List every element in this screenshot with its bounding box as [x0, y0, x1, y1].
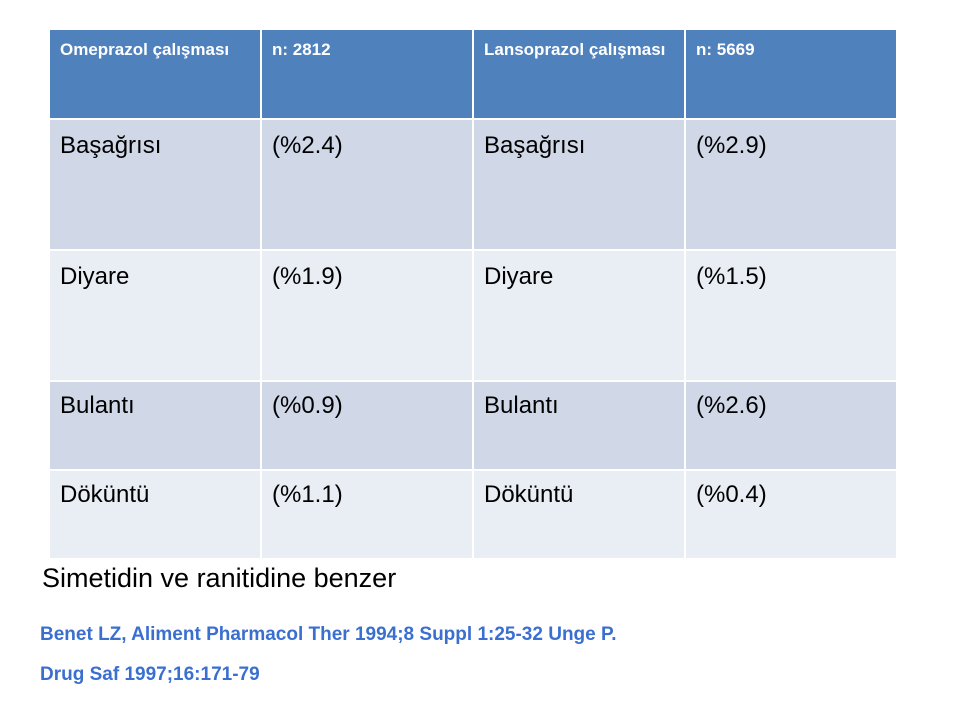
cell: (%1.9)	[260, 249, 474, 382]
cell: Bulantı	[472, 380, 686, 471]
cell: (%2.6)	[684, 380, 898, 471]
header-row: Omeprazol çalışması n: 2812 Lansoprazol …	[48, 28, 898, 120]
row: Diyare (%1.9) Diyare (%1.5)	[48, 249, 898, 382]
cell: (%1.1)	[260, 469, 474, 560]
header-cell: Lansoprazol çalışması	[472, 28, 686, 120]
row: Bulantı (%0.9) Bulantı (%2.6)	[48, 380, 898, 471]
header-cell: n: 2812	[260, 28, 474, 120]
header-cell: n: 5669	[684, 28, 898, 120]
cell: (%0.4)	[684, 469, 898, 560]
cell: Başağrısı	[48, 118, 262, 251]
cell: (%1.5)	[684, 249, 898, 382]
results-table: Omeprazol çalışması n: 2812 Lansoprazol …	[48, 28, 898, 560]
cell: Diyare	[472, 249, 686, 382]
cell: Döküntü	[48, 469, 262, 560]
note: Simetidin ve ranitidine benzer	[42, 563, 397, 593]
reference: Drug Saf 1997;16:171-79	[40, 664, 260, 685]
header-cell: Omeprazol çalışması	[48, 28, 262, 120]
cell: (%0.9)	[260, 380, 474, 471]
reference: Benet LZ, Aliment Pharmacol Ther 1994;8 …	[40, 624, 617, 645]
cell: Bulantı	[48, 380, 262, 471]
row: Döküntü (%1.1) Döküntü (%0.4)	[48, 469, 898, 560]
cell: Diyare	[48, 249, 262, 382]
cell: (%2.4)	[260, 118, 474, 251]
cell: Başağrısı	[472, 118, 686, 251]
cell: Döküntü	[472, 469, 686, 560]
row: Başağrısı (%2.4) Başağrısı (%2.9)	[48, 118, 898, 251]
cell: (%2.9)	[684, 118, 898, 251]
